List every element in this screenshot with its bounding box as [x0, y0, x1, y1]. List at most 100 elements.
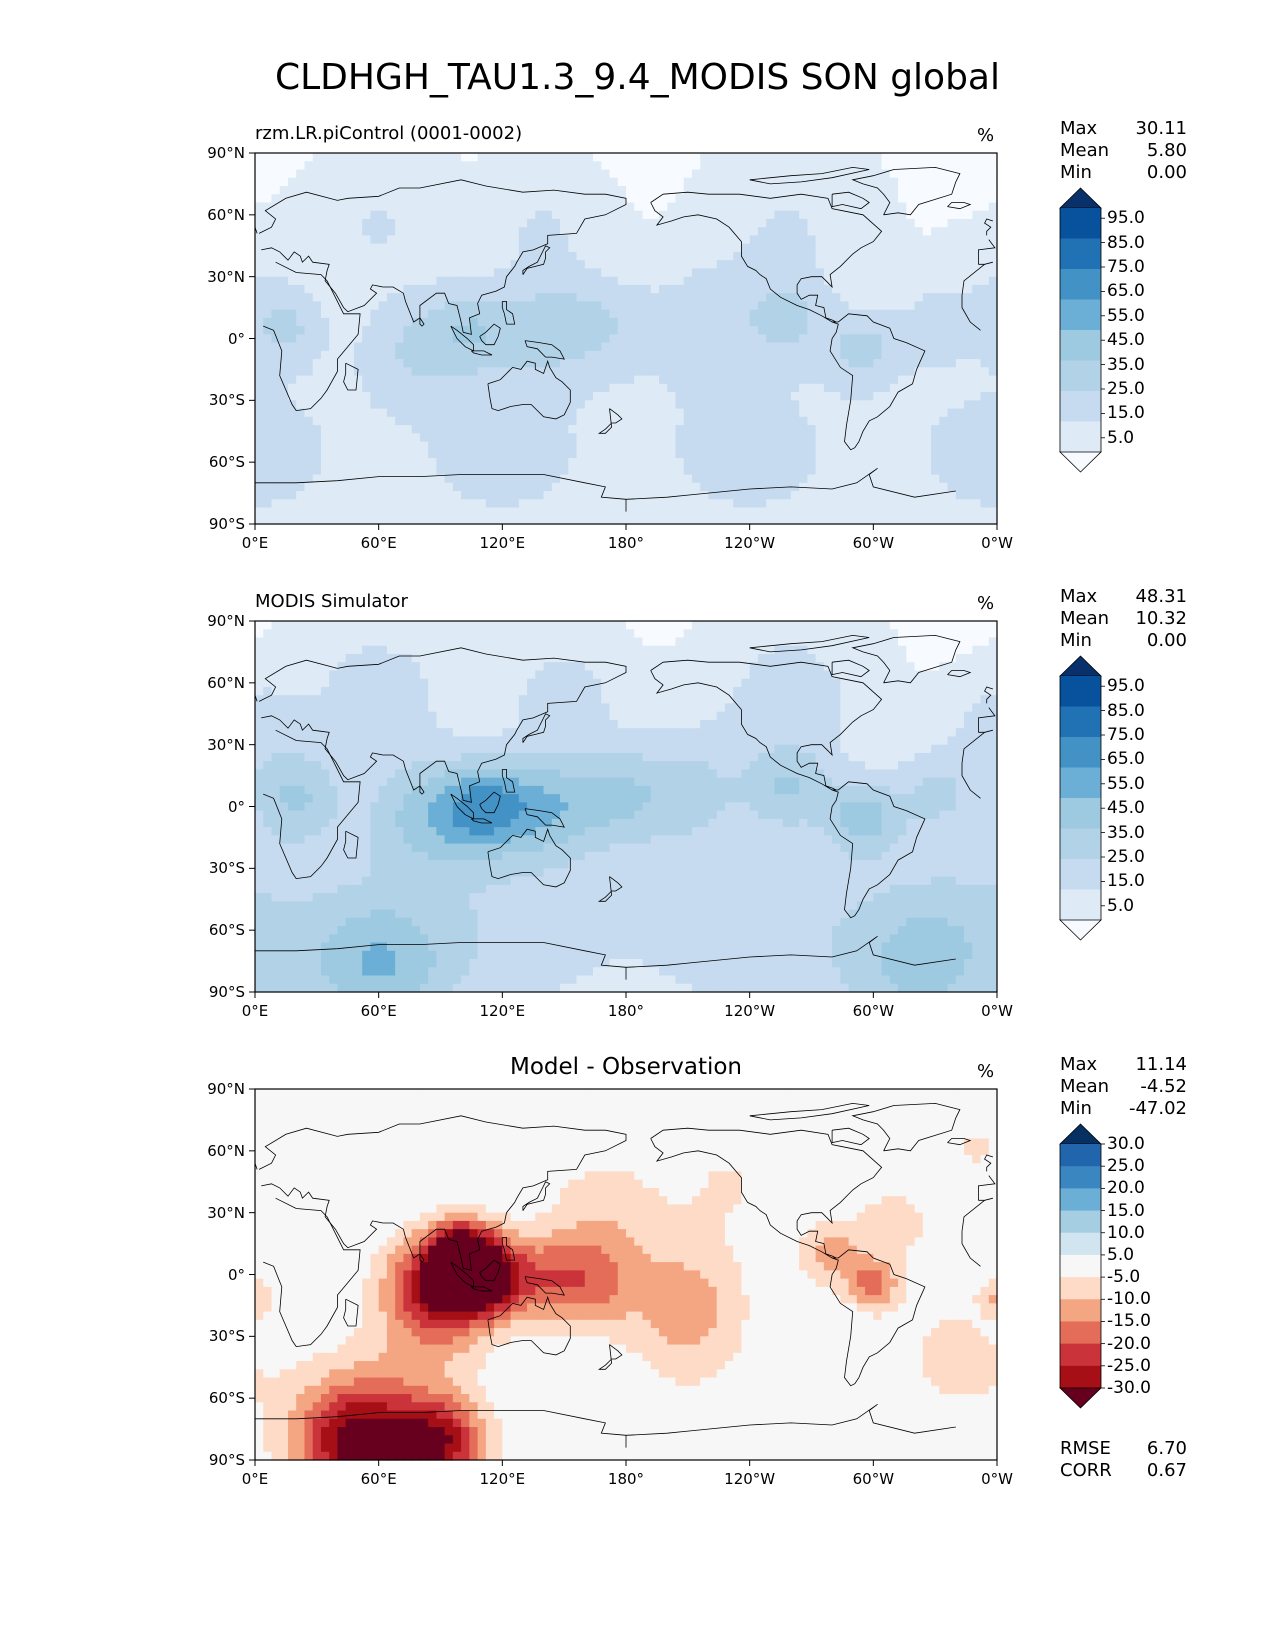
y-tick-label: 30°S: [208, 391, 245, 410]
coastline-madagascar: [343, 1298, 359, 1327]
panel-title: Model - Observation: [509, 1054, 743, 1080]
x-tick-label: 0°E: [241, 1002, 269, 1020]
coastline-srilanka: [419, 785, 425, 795]
colorbar-tick-label: -30.0: [1107, 1378, 1151, 1398]
coastline-baffin: [831, 659, 870, 678]
coastline-philippines: [501, 1237, 516, 1261]
colorbar-segment: [1060, 330, 1101, 361]
x-tick-label: 0°W: [981, 1002, 1013, 1020]
colorbar-segment: [1060, 1144, 1101, 1167]
colorbar-extend-min: [1059, 1387, 1102, 1409]
y-tick-label: 90°S: [208, 515, 245, 533]
panel-title: MODIS Simulator: [255, 591, 408, 612]
contour-field: [255, 153, 998, 525]
x-tick-label: 0°W: [981, 534, 1013, 552]
colorbar: [1059, 1123, 1105, 1409]
coastline-australia: [487, 359, 571, 420]
colorbar-segment: [1060, 1254, 1101, 1278]
colorbar-segment: [1060, 1321, 1101, 1345]
contour-field: [255, 1089, 998, 1461]
colorbar-tick-label: -10.0: [1107, 1289, 1151, 1310]
colorbar-tick-label: -20.0: [1107, 1333, 1151, 1354]
coastline-australia: [487, 827, 571, 888]
colorbar-segment: [1060, 1210, 1101, 1234]
x-tick-label: 0°E: [241, 534, 269, 552]
stat-value-mean: 5.80: [1146, 140, 1187, 161]
colorbar-tick-label: 25.0: [1107, 847, 1145, 867]
colorbar-extend-max: [1059, 187, 1102, 209]
coastline-antarctica: [255, 1403, 956, 1448]
coastline-iceland: [947, 670, 972, 678]
x-tick-label: 60°W: [852, 534, 895, 552]
colorbar-tick-label: 25.0: [1107, 1156, 1145, 1177]
colorbar-tick-label: 65.0: [1107, 281, 1145, 302]
map-panel-diff: 90°N 60°N 30°N 0° 30°S 60°S 90°S 0°E 60°E 120°E 18…: [0, 1036, 1275, 1496]
y-tick-label: 90°N: [207, 144, 245, 162]
y-tick-label: 60°N: [207, 673, 245, 692]
coastline-samerica: [829, 1249, 926, 1387]
x-tick-label: 120°E: [479, 1002, 526, 1020]
colorbar-tick-label: 85.0: [1107, 700, 1145, 721]
map-plot-diff: [249, 1088, 1105, 1466]
colorbar-segment: [1060, 360, 1101, 392]
x-tick-label: 60°E: [360, 1470, 397, 1488]
units-label: %: [977, 593, 995, 614]
colorbar-segment: [1060, 421, 1101, 453]
colorbar-tick-label: 55.0: [1107, 305, 1145, 326]
coastline-java: [471, 818, 493, 824]
coastline-newguinea: [524, 340, 565, 360]
colorbar-tick-label: 15.0: [1107, 871, 1145, 892]
colorbar-segment: [1060, 391, 1101, 422]
colorbar-extend-min: [1059, 919, 1102, 941]
stat-label-mean: Mean: [1060, 608, 1110, 629]
coastline-namerica: [650, 1127, 883, 1259]
coastline-antarctica: [255, 935, 956, 980]
colorbar-tick-label: 10.0: [1107, 1222, 1145, 1243]
x-tick-label: 60°E: [360, 534, 397, 552]
y-tick-label: 90°S: [208, 983, 245, 1001]
coastline-arcticisl: [749, 1102, 870, 1121]
coastline-sumatra: [450, 793, 474, 820]
y-tick-label: 60°N: [207, 1141, 245, 1160]
coastline-borneo: [479, 323, 501, 346]
x-tick-label: 0°E: [241, 1470, 269, 1488]
coastline-srilanka: [419, 1253, 425, 1263]
coastline-greenland: [851, 166, 961, 216]
coastline-samerica: [829, 313, 926, 451]
coastline-africa: [263, 261, 985, 412]
colorbar-tick-label: 30.0: [1107, 1134, 1145, 1154]
colorbar-segment: [1060, 1365, 1101, 1389]
x-tick-label: 60°W: [852, 1002, 895, 1020]
map-plot-test: [249, 152, 1105, 530]
coastline-borneo: [479, 791, 501, 814]
map-panel-reference: 90°N 60°N 30°N 0° 30°S 60°S 90°S 0°E 60°E 120°E 18…: [0, 568, 1275, 1028]
colorbar-tick-label: 95.0: [1107, 208, 1145, 229]
y-tick-label: 30°S: [208, 859, 245, 878]
colorbar-tick-label: 95.0: [1107, 676, 1145, 697]
coastline-namerica: [650, 191, 883, 323]
y-tick-label: 90°N: [207, 612, 245, 630]
colorbar-tick-label: 5.0: [1107, 895, 1135, 916]
coastline-srilanka: [419, 317, 425, 327]
map-panel-test: 90°N 60°N 30°N 0° 30°S 60°S 90°S 0°E 60°E 120°E 18…: [0, 100, 1275, 560]
stat-value-max: 11.14: [1135, 1054, 1187, 1075]
x-tick-label: 60°E: [360, 1002, 397, 1020]
coastline-eurasia: [258, 179, 996, 335]
y-tick-label: 90°N: [207, 1080, 245, 1098]
colorbar-tick-label: 45.0: [1107, 798, 1145, 819]
coastline-borneo: [479, 1259, 501, 1282]
colorbar-extend-max: [1059, 1123, 1102, 1145]
colorbar-tick-label: -15.0: [1107, 1311, 1151, 1332]
metric-label-rmse: RMSE: [1060, 1438, 1111, 1459]
coastline-philippines: [501, 769, 516, 793]
colorbar-tick-label: 35.0: [1107, 822, 1145, 843]
colorbar-tick-label: 85.0: [1107, 232, 1145, 253]
coastline-japan: [522, 245, 551, 275]
contour-field: [255, 621, 998, 993]
colorbar-tick-label: 5.0: [1107, 1244, 1135, 1265]
colorbar-segment: [1060, 798, 1101, 829]
stat-value-min: 0.00: [1146, 162, 1187, 183]
stat-label-max: Max: [1060, 118, 1098, 139]
coastline-baffin: [831, 191, 870, 210]
coastline-arcticisl: [749, 166, 870, 185]
